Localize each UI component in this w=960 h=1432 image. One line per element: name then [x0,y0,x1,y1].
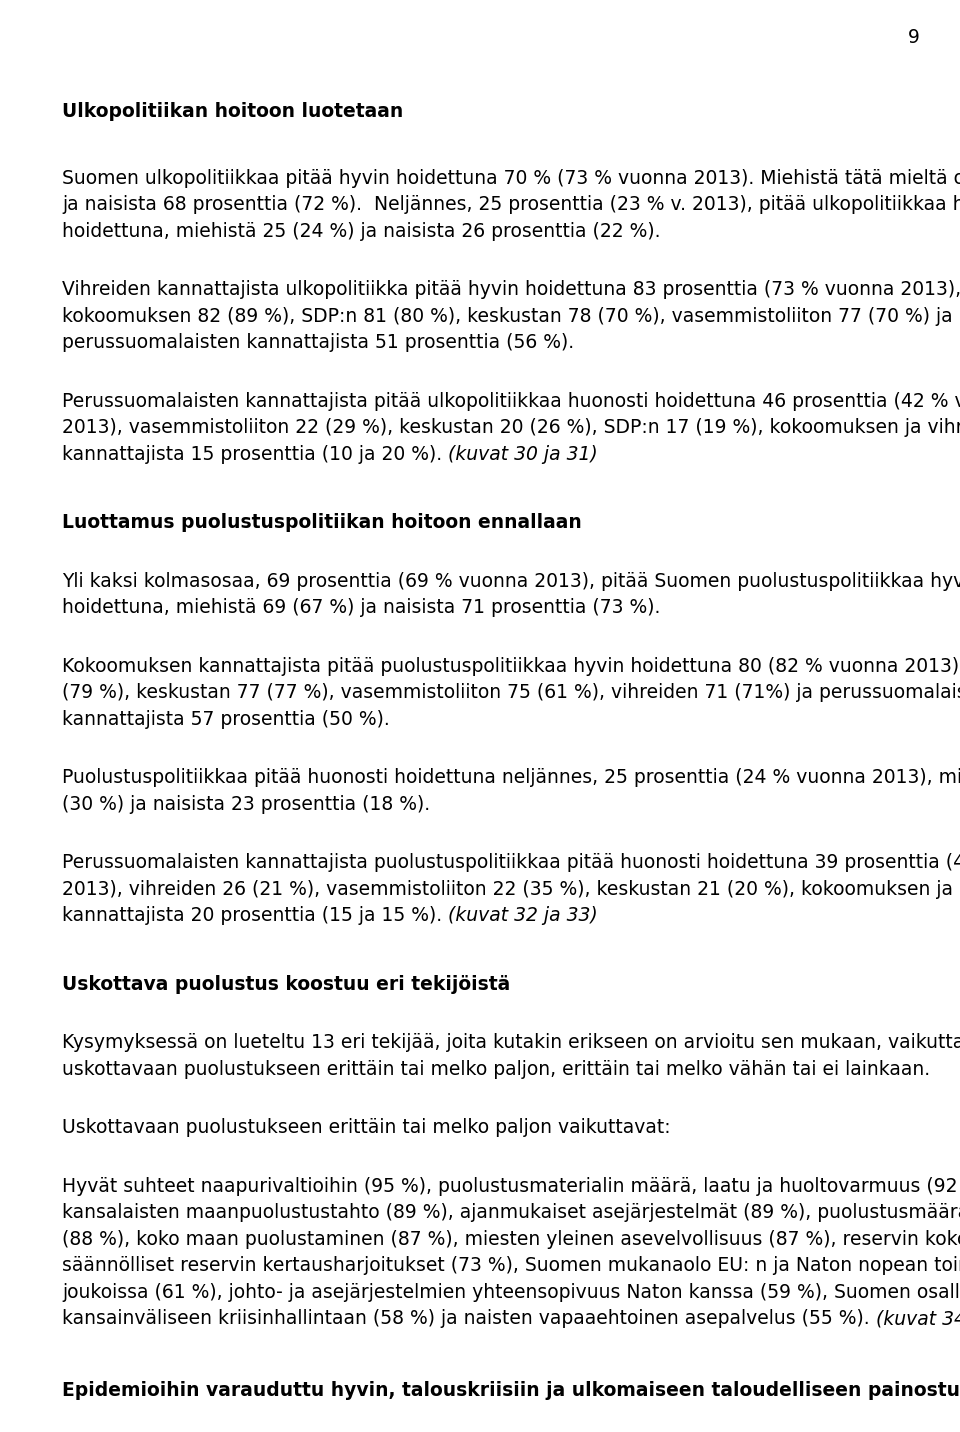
Text: kansainväliseen kriisinhallintaan (58 %) ja naisten vapaaehtoinen asepalvelus (5: kansainväliseen kriisinhallintaan (58 %)… [62,1309,876,1327]
Text: 9: 9 [908,29,920,47]
Text: perussuomalaisten kannattajista 51 prosenttia (56 %).: perussuomalaisten kannattajista 51 prose… [62,334,574,352]
Text: 2013), vasemmistoliiton 22 (29 %), keskustan 20 (26 %), SDP:n 17 (19 %), kokoomu: 2013), vasemmistoliiton 22 (29 %), kesku… [62,418,960,437]
Text: (88 %), koko maan puolustaminen (87 %), miesten yleinen asevelvollisuus (87 %), : (88 %), koko maan puolustaminen (87 %), … [62,1230,960,1249]
Text: Epidemioihin varauduttu hyvin, talouskriisiin ja ulkomaiseen taloudelliseen pain: Epidemioihin varauduttu hyvin, talouskri… [62,1380,960,1399]
Text: Kysymyksessä on lueteltu 13 eri tekijää, joita kutakin erikseen on arvioitu sen : Kysymyksessä on lueteltu 13 eri tekijää,… [62,1032,960,1053]
Text: ja naisista 68 prosenttia (72 %).  Neljännes, 25 prosenttia (23 % v. 2013), pitä: ja naisista 68 prosenttia (72 %). Neljän… [62,195,960,213]
Text: Luottamus puolustuspolitiikan hoitoon ennallaan: Luottamus puolustuspolitiikan hoitoon en… [62,513,582,533]
Text: uskottavaan puolustukseen erittäin tai melko paljon, erittäin tai melko vähän ta: uskottavaan puolustukseen erittäin tai m… [62,1060,930,1078]
Text: kannattajista 15 prosenttia (10 ja 20 %).: kannattajista 15 prosenttia (10 ja 20 %)… [62,444,448,464]
Text: 2013), vihreiden 26 (21 %), vasemmistoliiton 22 (35 %), keskustan 21 (20 %), kok: 2013), vihreiden 26 (21 %), vasemmistoli… [62,879,960,898]
Text: Hyvät suhteet naapurivaltioihin (95 %), puolustusmaterialin määrä, laatu ja huol: Hyvät suhteet naapurivaltioihin (95 %), … [62,1177,960,1196]
Text: Perussuomalaisten kannattajista pitää ulkopolitiikkaa huonosti hoidettuna 46 pro: Perussuomalaisten kannattajista pitää ul… [62,391,960,411]
Text: (kuvat 32 ja 33): (kuvat 32 ja 33) [448,906,598,925]
Text: (kuvat 34 - 37): (kuvat 34 - 37) [876,1309,960,1327]
Text: Vihreiden kannattajista ulkopolitiikka pitää hyvin hoidettuna 83 prosenttia (73 : Vihreiden kannattajista ulkopolitiikka p… [62,281,960,299]
Text: Puolustuspolitiikkaa pitää huonosti hoidettuna neljännes, 25 prosenttia (24 % vu: Puolustuspolitiikkaa pitää huonosti hoid… [62,768,960,788]
Text: Perussuomalaisten kannattajista puolustuspolitiikkaa pitää huonosti hoidettuna 3: Perussuomalaisten kannattajista puolustu… [62,853,960,872]
Text: kannattajista 57 prosenttia (50 %).: kannattajista 57 prosenttia (50 %). [62,709,390,729]
Text: Ulkopolitiikan hoitoon luotetaan: Ulkopolitiikan hoitoon luotetaan [62,102,403,120]
Text: joukoissa (61 %), johto- ja asejärjestelmien yhteensopivuus Naton kanssa (59 %),: joukoissa (61 %), johto- ja asejärjestel… [62,1283,960,1302]
Text: kokoomuksen 82 (89 %), SDP:n 81 (80 %), keskustan 78 (70 %), vasemmistoliiton 77: kokoomuksen 82 (89 %), SDP:n 81 (80 %), … [62,306,952,325]
Text: Uskottava puolustus koostuu eri tekijöistä: Uskottava puolustus koostuu eri tekijöis… [62,975,511,994]
Text: (79 %), keskustan 77 (77 %), vasemmistoliiton 75 (61 %), vihreiden 71 (71%) ja p: (79 %), keskustan 77 (77 %), vasemmistol… [62,683,960,702]
Text: kannattajista 20 prosenttia (15 ja 15 %).: kannattajista 20 prosenttia (15 ja 15 %)… [62,906,448,925]
Text: säännölliset reservin kertausharjoitukset (73 %), Suomen mukanaolo EU: n ja Nato: säännölliset reservin kertausharjoitukse… [62,1256,960,1274]
Text: hoidettuna, miehistä 69 (67 %) ja naisista 71 prosenttia (73 %).: hoidettuna, miehistä 69 (67 %) ja naisis… [62,599,660,617]
Text: (kuvat 30 ja 31): (kuvat 30 ja 31) [448,444,598,464]
Text: Kokoomuksen kannattajista pitää puolustuspolitiikkaa hyvin hoidettuna 80 (82 % v: Kokoomuksen kannattajista pitää puolustu… [62,656,960,676]
Text: Suomen ulkopolitiikkaa pitää hyvin hoidettuna 70 % (73 % vuonna 2013). Miehistä : Suomen ulkopolitiikkaa pitää hyvin hoide… [62,169,960,188]
Text: hoidettuna, miehistä 25 (24 %) ja naisista 26 prosenttia (22 %).: hoidettuna, miehistä 25 (24 %) ja naisis… [62,222,660,241]
Text: kansalaisten maanpuolustustahto (89 %), ajanmukaiset asejärjestelmät (89 %), puo: kansalaisten maanpuolustustahto (89 %), … [62,1203,960,1221]
Text: (30 %) ja naisista 23 prosenttia (18 %).: (30 %) ja naisista 23 prosenttia (18 %). [62,795,430,813]
Text: Yli kaksi kolmasosaa, 69 prosenttia (69 % vuonna 2013), pitää Suomen puolustuspo: Yli kaksi kolmasosaa, 69 prosenttia (69 … [62,571,960,590]
Text: Uskottavaan puolustukseen erittäin tai melko paljon vaikuttavat:: Uskottavaan puolustukseen erittäin tai m… [62,1118,671,1137]
